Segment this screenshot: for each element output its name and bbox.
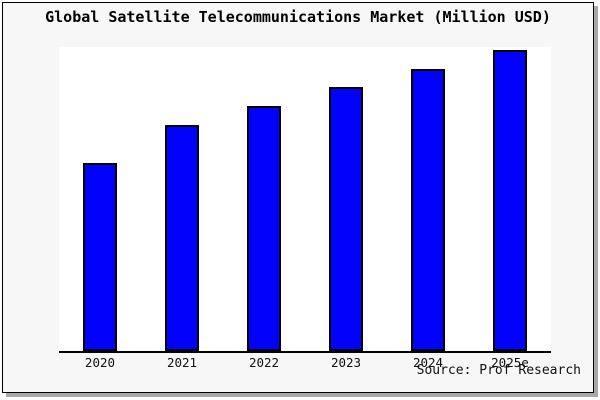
chart-frame: Global Satellite Telecommunications Mark… [2, 2, 594, 393]
bar-2022 [247, 106, 281, 351]
x-tick-2024: 2024 [412, 355, 444, 370]
x-tick-2023: 2023 [330, 355, 362, 370]
plot-area [59, 47, 551, 353]
bar-2023 [329, 87, 363, 351]
x-tick-2021: 2021 [166, 355, 198, 370]
source-annotation: Source: Prof Research [416, 363, 581, 378]
x-tick-2025e: 2025e [491, 355, 529, 370]
chart-title: Global Satellite Telecommunications Mark… [45, 8, 551, 26]
bar-2024 [411, 68, 445, 351]
bar-2021 [165, 124, 199, 351]
bar-2025e [492, 50, 527, 351]
bar-2020 [82, 162, 117, 351]
x-tick-2022: 2022 [248, 355, 280, 370]
x-tick-2020: 2020 [84, 355, 116, 370]
x-axis-ticks: 2020 2021 2022 2023 2024 2025e [59, 355, 551, 371]
